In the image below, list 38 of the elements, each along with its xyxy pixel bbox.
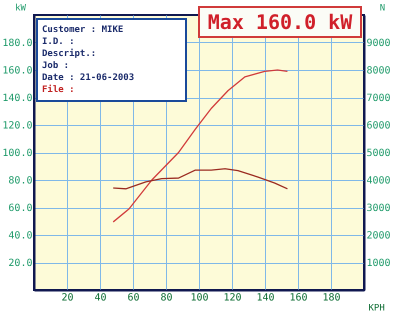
y-tick-label: 180.0: [2, 38, 32, 49]
x-axis-title: KPH: [368, 304, 385, 314]
annotation: Date : 21-06-2003: [42, 73, 134, 83]
x-tick-label: 80: [160, 292, 173, 304]
x-tick-label: 160: [289, 292, 308, 304]
y-tick-label: 60.0: [8, 203, 32, 214]
y-tick-label: 140.0: [2, 93, 32, 104]
y2-tick-label: 9000: [366, 38, 391, 49]
y-tick-label: 160.0: [2, 66, 32, 76]
x-tick-label: 180: [322, 292, 341, 304]
y2-tick-label: 5000: [366, 148, 391, 159]
y-tick-label: 120.0: [2, 120, 32, 132]
x-tick-label: 140: [256, 292, 275, 304]
y2-tick-label: 1000: [366, 258, 391, 269]
annotation: I.D. :: [42, 37, 75, 47]
y2-axis-title: N: [380, 4, 386, 14]
x-tick-label: 60: [127, 292, 140, 304]
x-tick-label: 20: [61, 292, 74, 304]
y-tick-label: 20.0: [8, 258, 32, 269]
y-axis-title: kW: [15, 4, 26, 14]
y2-tick-label: 8000: [366, 66, 391, 76]
annotation: Max 160.0 kW: [208, 10, 354, 34]
y-tick-label: 80.0: [8, 176, 32, 186]
x-tick-label: 100: [190, 292, 209, 304]
x-tick-label: 120: [223, 292, 242, 304]
annotation: File :: [42, 84, 75, 95]
y2-tick-label: 6000: [366, 120, 391, 132]
y-tick-label: 40.0: [8, 230, 32, 242]
annotation: Descript.:: [42, 48, 96, 59]
annotation: Customer : MIKE: [42, 25, 124, 35]
y2-tick-label: 7000: [366, 93, 391, 104]
y-tick-label: 100.0: [2, 148, 32, 159]
y2-tick-label: 2000: [366, 230, 391, 242]
line-series: [112, 168, 288, 190]
annotation: Job :: [42, 61, 70, 71]
y2-tick-label: 4000: [366, 176, 391, 186]
y2-tick-label: 3000: [366, 203, 391, 214]
x-tick-label: 40: [94, 292, 107, 304]
